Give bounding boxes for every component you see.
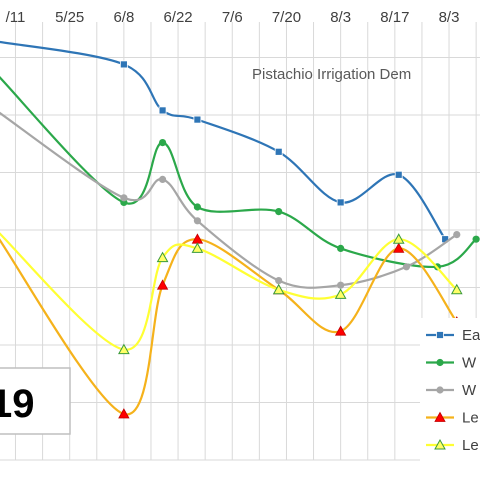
overlay-box: 19 bbox=[0, 367, 71, 435]
data-point-marker bbox=[394, 170, 403, 179]
data-point-marker bbox=[158, 139, 167, 147]
data-point-marker bbox=[334, 325, 347, 336]
legend-item: Le bbox=[426, 437, 479, 454]
data-point-marker bbox=[156, 251, 169, 263]
x-axis: /11 5/25 6/8 6/22 7/6 7/20 8/3 8/17 8/3 bbox=[6, 9, 460, 26]
data-point-marker bbox=[436, 358, 444, 367]
data-point-marker bbox=[393, 242, 405, 253]
x-tick-label: 6/8 bbox=[113, 9, 134, 26]
series-layer bbox=[0, 40, 480, 419]
overlay-box-frame bbox=[0, 367, 71, 435]
x-tick-label: 8/17 bbox=[380, 9, 409, 26]
data-point-marker bbox=[275, 277, 283, 285]
data-point-marker bbox=[193, 115, 202, 124]
data-point-marker bbox=[191, 242, 204, 253]
series-4 bbox=[0, 232, 463, 355]
x-tick-label: 6/22 bbox=[163, 9, 192, 26]
data-point-marker bbox=[392, 233, 405, 244]
data-point-marker bbox=[436, 331, 444, 339]
x-tick-label: /11 bbox=[6, 9, 26, 26]
series-line bbox=[0, 238, 458, 416]
data-point-marker bbox=[334, 288, 347, 299]
x-tick-label: 8/3 bbox=[439, 9, 460, 26]
legend-item: Le bbox=[426, 410, 479, 427]
legend-label: Le bbox=[462, 410, 479, 427]
x-tick-label: 7/20 bbox=[272, 9, 301, 26]
legend: Ea WW Le Le bbox=[420, 318, 480, 462]
data-point-marker bbox=[272, 283, 285, 295]
overlay-label: 19 bbox=[0, 382, 35, 426]
series-line bbox=[0, 76, 477, 269]
data-point-marker bbox=[120, 194, 128, 202]
series-line bbox=[0, 111, 458, 289]
chart-title: Pistachio Irrigation Dem bbox=[252, 66, 411, 83]
data-point-marker bbox=[434, 438, 446, 450]
data-point-marker bbox=[472, 235, 480, 243]
data-point-marker bbox=[336, 198, 345, 207]
data-point-marker bbox=[193, 217, 202, 225]
series-line bbox=[0, 232, 458, 351]
data-point-marker bbox=[156, 279, 169, 290]
data-point-marker bbox=[274, 147, 283, 156]
legend-item: W bbox=[426, 382, 477, 399]
data-point-marker bbox=[118, 343, 130, 355]
data-point-marker bbox=[337, 244, 345, 252]
data-point-marker bbox=[434, 411, 446, 422]
data-point-marker bbox=[193, 203, 202, 211]
data-point-marker bbox=[337, 281, 345, 289]
legend-item: W bbox=[426, 355, 477, 372]
data-point-marker bbox=[275, 208, 283, 216]
legend-label: Ea bbox=[462, 327, 480, 344]
legend-label: W bbox=[462, 382, 477, 399]
x-tick-label: 5/25 bbox=[55, 9, 84, 26]
data-point-marker bbox=[453, 231, 461, 239]
legend-item: Ea bbox=[426, 327, 480, 344]
legend-label: Le bbox=[462, 437, 479, 454]
data-point-marker bbox=[158, 106, 167, 115]
data-point-marker bbox=[402, 263, 411, 271]
series-2 bbox=[0, 111, 461, 289]
data-point-marker bbox=[158, 175, 167, 183]
data-point-marker bbox=[436, 386, 444, 394]
legend-label: W bbox=[462, 355, 477, 372]
data-point-marker bbox=[450, 283, 463, 295]
data-point-marker bbox=[119, 60, 128, 69]
x-tick-label: 8/3 bbox=[330, 9, 351, 26]
chart-title-group: Pistachio Irrigation Dem bbox=[252, 66, 411, 83]
data-point-marker bbox=[118, 408, 130, 419]
x-tick-label: 7/6 bbox=[222, 9, 243, 26]
